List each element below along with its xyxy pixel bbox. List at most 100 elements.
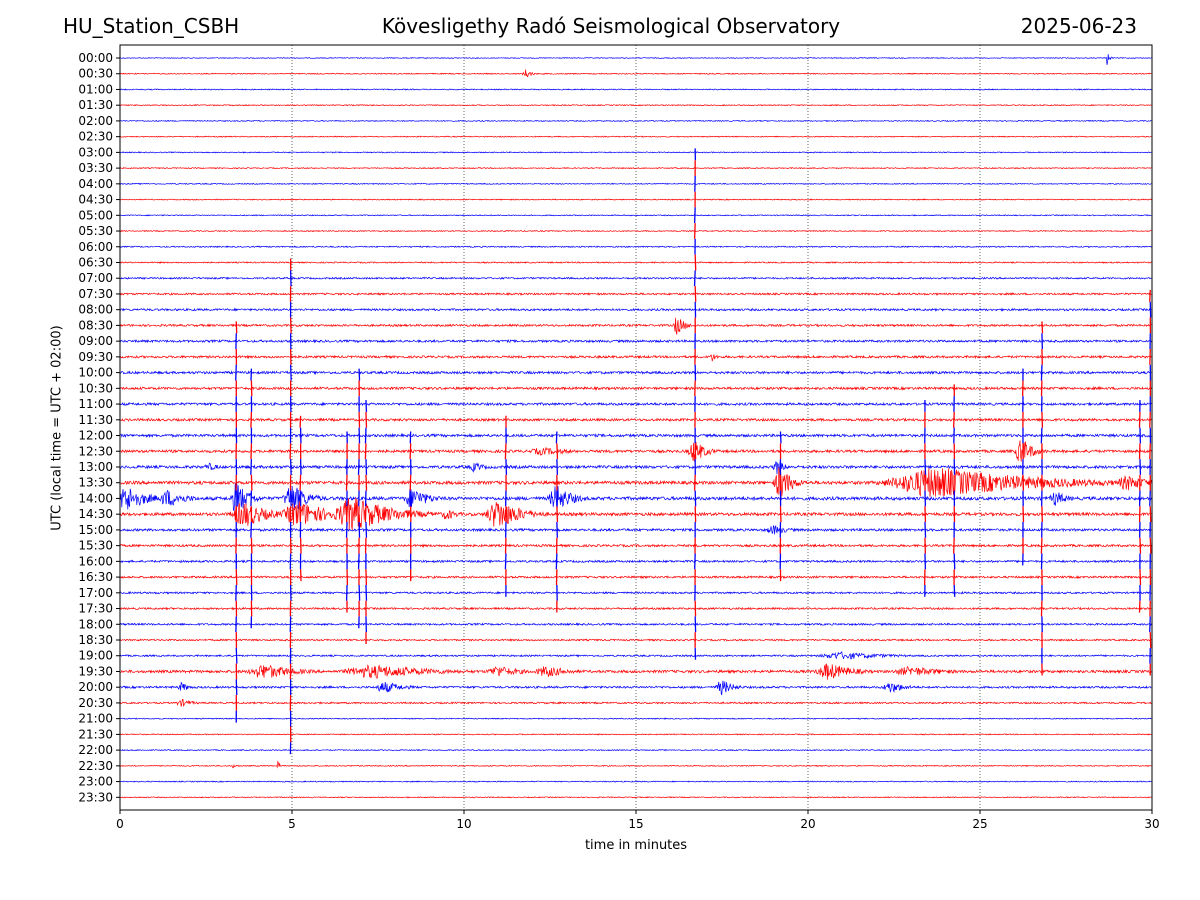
trace-21:30	[119, 733, 1152, 736]
y-tick-label: 12:00	[78, 429, 113, 443]
y-tick-label: 16:30	[78, 570, 113, 584]
trace-05:00	[119, 214, 1152, 217]
spike	[1139, 537, 1142, 554]
trace-02:30	[119, 135, 1152, 138]
spike	[504, 553, 507, 570]
y-tick-label: 22:30	[78, 759, 113, 773]
spike	[924, 459, 927, 475]
spike	[289, 443, 292, 460]
x-axis-label: time in minutes	[584, 838, 688, 853]
trace-04:30	[119, 198, 1152, 201]
spike	[953, 553, 956, 570]
trace-09:30	[119, 354, 1152, 362]
trace-20:00	[119, 680, 1152, 696]
spike	[693, 223, 696, 239]
y-tick-label: 05:00	[78, 208, 113, 222]
trace-10:30	[119, 385, 1152, 391]
trace-22:30	[119, 760, 1152, 769]
spike	[365, 411, 368, 428]
y-tick-label: 11:30	[78, 413, 113, 427]
trace-18:00	[119, 622, 1152, 627]
spike	[250, 459, 253, 475]
y-tick-label: 17:30	[78, 602, 113, 616]
y-tick-label: 20:00	[78, 680, 113, 694]
spike	[953, 537, 955, 554]
y-tick-label: 15:00	[78, 523, 113, 537]
spike	[1149, 411, 1151, 428]
spike	[235, 647, 238, 664]
spike	[250, 522, 253, 538]
y-tick-label: 09:00	[78, 334, 113, 348]
spike	[364, 443, 367, 460]
spike	[953, 584, 956, 597]
spike	[1041, 321, 1044, 334]
y-tick-label: 07:00	[78, 271, 113, 285]
vertical-grid	[291, 45, 981, 810]
x-tick-label: 0	[116, 817, 124, 831]
y-tick-label: 21:30	[78, 727, 113, 741]
spike	[693, 270, 696, 287]
spike-layer	[235, 148, 1152, 755]
y-tick-label: 09:30	[78, 350, 113, 364]
y-tick-label: 01:00	[78, 82, 113, 96]
y-tick-label: 06:30	[78, 255, 113, 269]
y-tick-label: 19:30	[78, 664, 113, 678]
trace-14:30	[119, 497, 1152, 531]
spike	[504, 443, 507, 460]
y-tick-label: 00:00	[78, 51, 113, 65]
trace-17:30	[119, 606, 1152, 611]
x-tick-label: 15	[628, 817, 643, 831]
x-tick-label: 30	[1144, 817, 1159, 831]
trace-16:30	[119, 575, 1152, 580]
y-tick-label: 02:30	[78, 130, 113, 144]
spike	[556, 443, 559, 460]
observatory-title: Kövesligethy Radó Seismological Observat…	[381, 14, 841, 38]
spike	[1149, 490, 1151, 507]
trace-08:30	[119, 317, 1152, 335]
y-tick-label: 03:00	[78, 145, 113, 159]
spike	[365, 474, 368, 491]
spike	[1149, 289, 1151, 302]
y-tick-label: 06:00	[78, 240, 113, 254]
y-tick-label: 04:30	[78, 193, 113, 207]
y-tick-label: 10:00	[78, 366, 113, 380]
trace-19:30	[119, 663, 1152, 680]
x-tick-label: 20	[800, 817, 815, 831]
trace-10:00	[119, 370, 1152, 376]
y-tick-label: 11:00	[78, 397, 113, 411]
spike	[953, 411, 955, 428]
trace-00:00	[119, 54, 1152, 65]
y-tick-label: 08:30	[78, 318, 113, 332]
spike	[555, 553, 558, 570]
spike	[345, 522, 348, 538]
y-tick-label: 21:00	[78, 712, 113, 726]
trace-06:30	[119, 261, 1152, 264]
spike	[358, 584, 361, 601]
spike	[779, 431, 782, 444]
y-tick-label: 18:00	[78, 617, 113, 631]
y-tick-label: 20:30	[78, 696, 113, 710]
spike	[250, 537, 253, 554]
trace-15:00	[119, 524, 1152, 535]
trace-01:00	[119, 88, 1152, 91]
x-tick-label: 25	[972, 817, 987, 831]
trace-17:00	[119, 590, 1152, 595]
trace-01:30	[119, 104, 1152, 107]
y-tick-label: 22:00	[78, 743, 113, 757]
trace-12:30	[119, 440, 1152, 462]
spike	[1149, 537, 1152, 554]
trace-05:30	[119, 229, 1152, 233]
spike	[345, 474, 348, 491]
trace-00:30	[119, 69, 1152, 78]
spike	[1022, 506, 1025, 523]
trace-layer	[119, 54, 1152, 799]
y-tick-label: 19:00	[78, 649, 113, 663]
trace-07:30	[119, 292, 1152, 296]
trace-21:00	[119, 717, 1152, 720]
spike	[364, 506, 367, 523]
trace-02:00	[119, 119, 1152, 123]
y-tick-label: 10:30	[78, 381, 113, 395]
x-axis-ticks: 0 5 10 15 20 25 30	[116, 810, 1160, 831]
